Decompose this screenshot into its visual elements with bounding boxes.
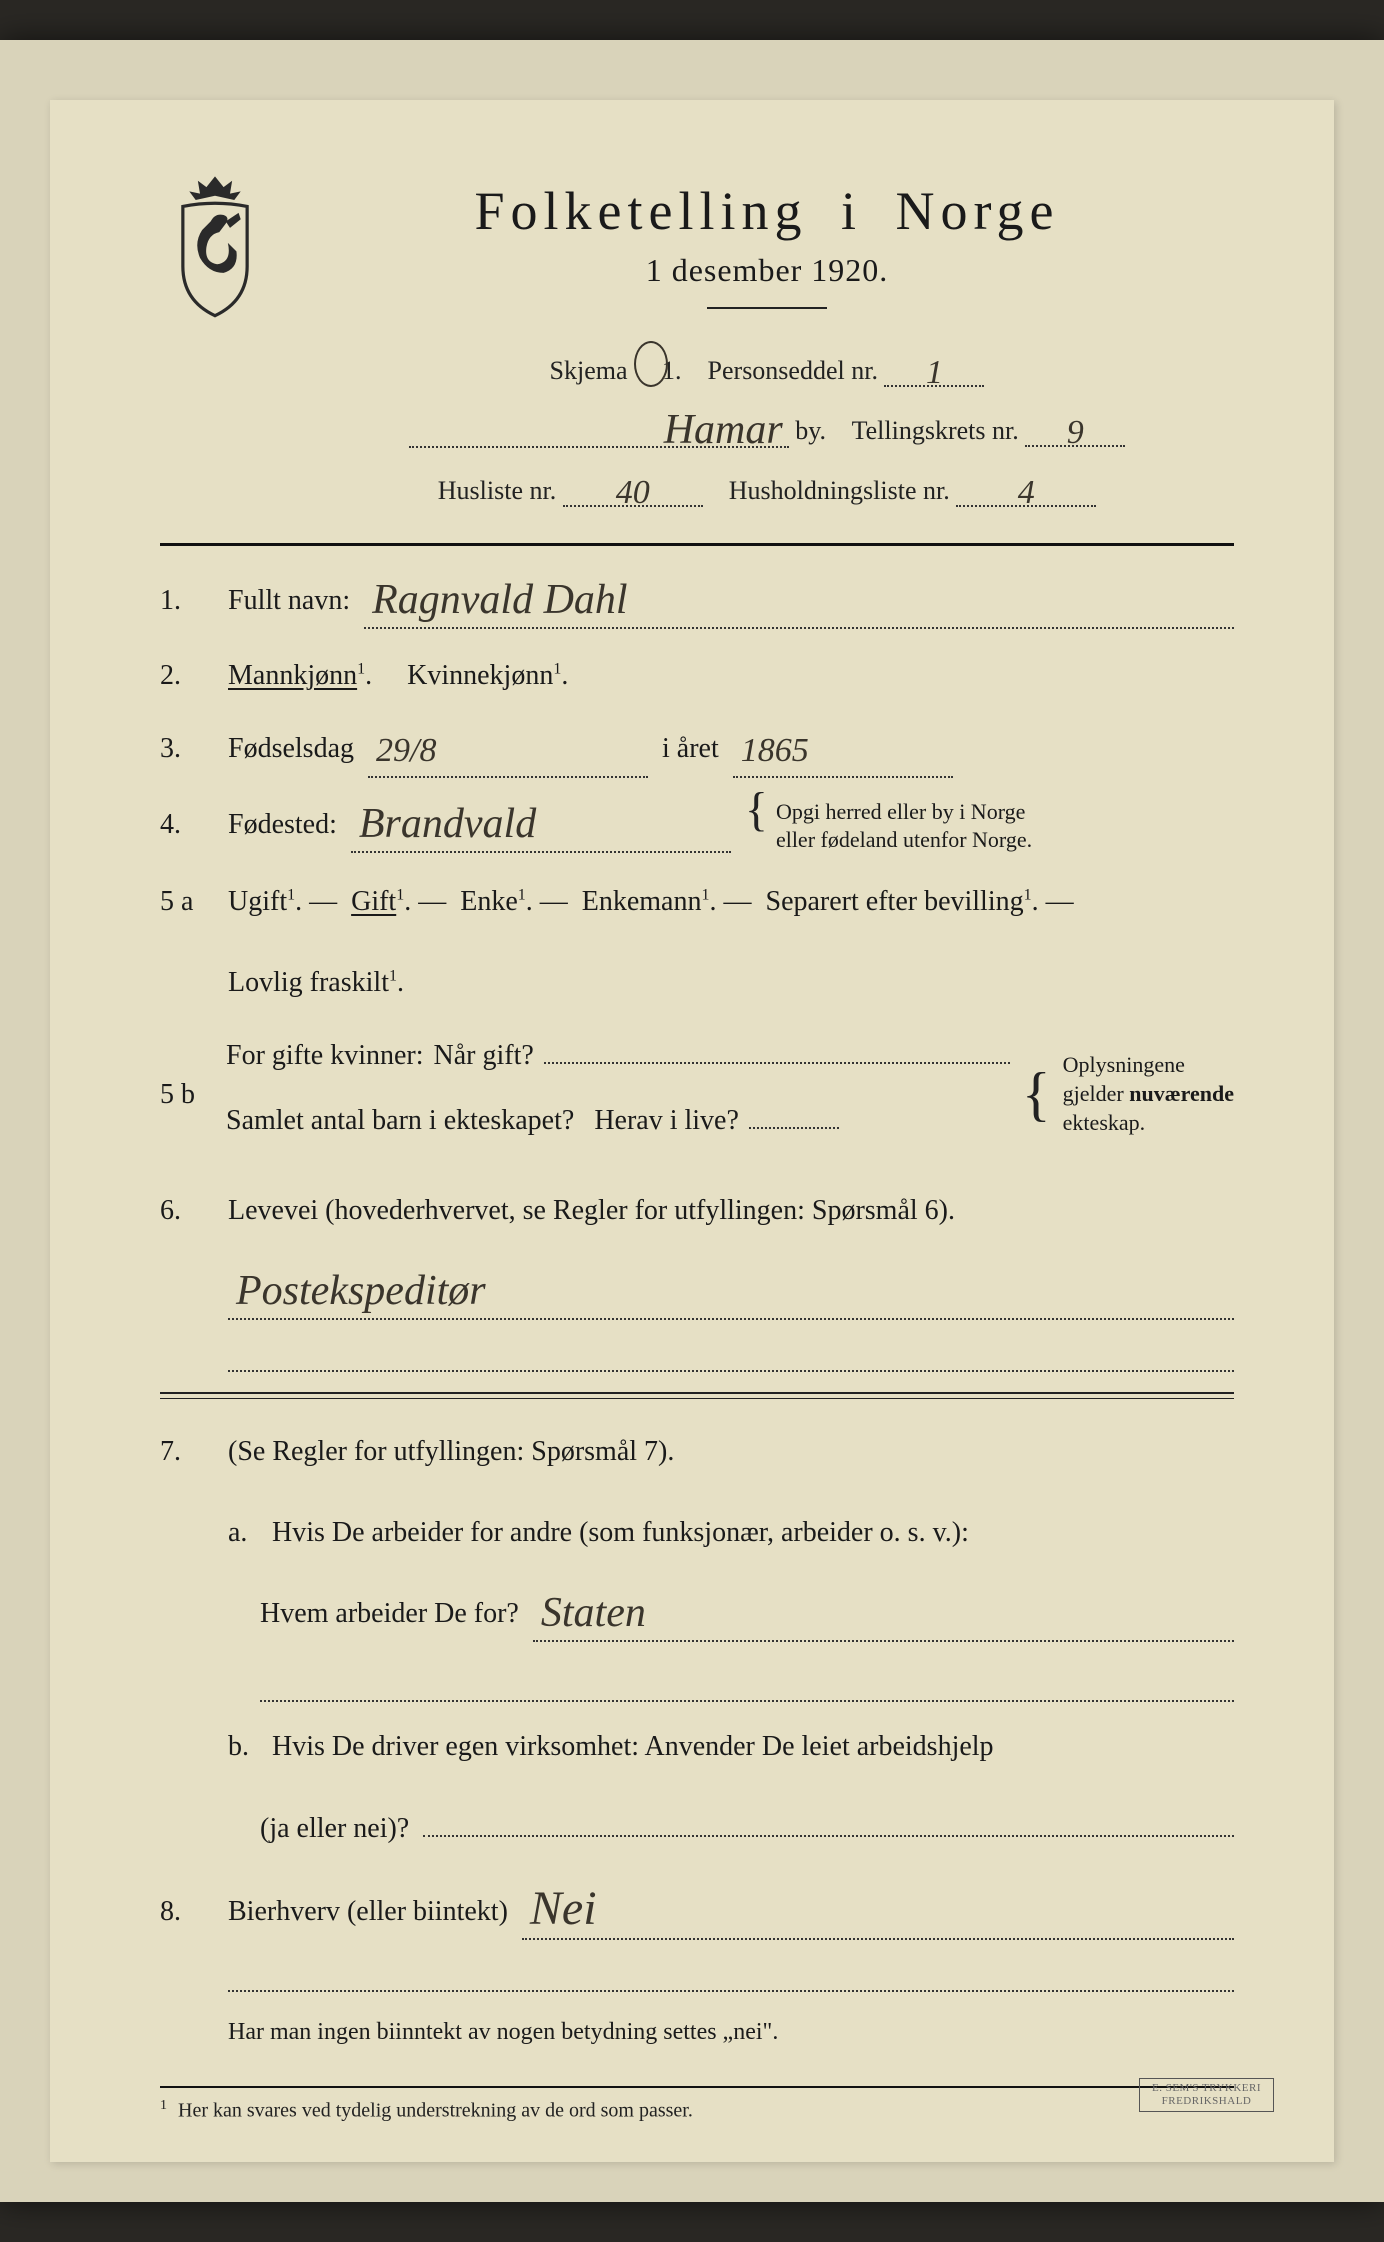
q5b-gift-value [544, 1030, 1010, 1064]
footnote: 1 Her kan svares ved tydelig understrekn… [160, 2098, 1234, 2123]
section-rule-2 [160, 1392, 1234, 1399]
husholdning-label: Husholdningsliste nr. [729, 476, 950, 505]
footnote-text: Her kan svares ved tydelig understreknin… [178, 2099, 693, 2121]
q7a-value: Staten [541, 1590, 646, 1636]
q2-row: 2. Mannkjønn1. Kvinnekjønn1. [160, 649, 1234, 702]
q5b-note: Oplysningene gjelder nuværende ekteskap. [1063, 1051, 1234, 1137]
q2-num: 2. [160, 649, 214, 702]
q5b-l2a: Samlet antal barn i ekteskapet? [226, 1094, 574, 1147]
q5a-opt-3: Enkemann1. — [582, 875, 752, 928]
q1-row: 1. Fullt navn: Ragnvald Dahl [160, 574, 1234, 629]
q5a-opt-2: Enke1. — [460, 875, 568, 928]
q7-num: 7. [160, 1425, 214, 1478]
meta-row-2: Hamar by. Tellingskrets nr. 9 [300, 405, 1234, 457]
q5a-opt-5: Lovlig fraskilt1. [228, 956, 404, 1009]
meta-row-3: Husliste nr. 40 Husholdningsliste nr. 4 [300, 465, 1234, 517]
q7b-text1: Hvis De driver egen virksomhet: Anvender… [272, 1720, 994, 1773]
q5a-opt-0: Ugift1. — [228, 875, 337, 928]
skjema-label: Skjema [550, 356, 628, 385]
q3-day: 29/8 [376, 732, 436, 769]
q7a-line2 [260, 1670, 1234, 1702]
q4-note: { Opgi herred eller by i Norge eller fød… [745, 798, 1032, 855]
q4-row: 4. Fødested: Brandvald { Opgi herred ell… [160, 798, 1234, 855]
q5b-l1a: For gifte kvinner: [226, 1029, 424, 1082]
q5b-live [749, 1127, 839, 1129]
q5b-l2b: Herav i live? [594, 1094, 739, 1147]
q7-label: (Se Regler for utfyllingen: Spørsmål 7). [228, 1425, 674, 1478]
q4-note-l2: eller fødeland utenfor Norge. [776, 827, 1032, 852]
title-rule [707, 307, 827, 309]
header: Folketelling i Norge 1 desember 1920. Sk… [160, 170, 1234, 527]
q7b-value [423, 1803, 1234, 1837]
q3-num: 3. [160, 722, 214, 775]
q1-num: 1. [160, 574, 214, 627]
q5b-note-l2a: gjelder [1063, 1081, 1124, 1106]
q5b-num: 5 b [160, 1068, 214, 1121]
skjema-number-circled [634, 341, 668, 387]
title-block: Folketelling i Norge 1 desember 1920. Sk… [300, 170, 1234, 527]
tellingskrets-label: Tellingskrets nr. [852, 416, 1019, 445]
meta-block: Skjema 1. Personseddel nr. 1 Hamar by. T… [300, 333, 1234, 517]
husliste-value: 40 [616, 474, 650, 511]
q7a-text1: Hvis De arbeider for andre (som funksjon… [272, 1506, 969, 1559]
q6-row: 6. Levevei (hovederhvervet, se Regler fo… [160, 1184, 1234, 1320]
q3-row: 3. Fødselsdag 29/8 i året 1865 [160, 722, 1234, 777]
field-list: 1. Fullt navn: Ragnvald Dahl 2. Mannkjøn… [160, 574, 1234, 2056]
q5b-note-l1: Oplysningene [1063, 1052, 1185, 1077]
q4-num: 4. [160, 798, 214, 851]
q5a-row: 5 a Ugift1. — Gift1. — Enke1. — Enkemann… [160, 875, 1234, 1009]
q5b-note-l2b: nuværende [1129, 1081, 1234, 1106]
q5a-num: 5 a [160, 875, 214, 928]
page-subtitle: 1 desember 1920. [300, 252, 1234, 289]
q5b-note-l3: ekteskap. [1063, 1110, 1145, 1135]
q3-label: Fødselsdag [228, 722, 354, 775]
coat-of-arms-icon [160, 170, 270, 320]
personseddel-label: Personseddel nr. [708, 356, 878, 385]
q7b-text2: (ja eller nei)? [260, 1802, 409, 1855]
q5b-row: 5 b For gifte kvinner: Når gift? Samlet … [228, 1029, 1234, 1159]
section-rule-1 [160, 543, 1234, 546]
q7a-text2: Hvem arbeider De for? [260, 1587, 519, 1640]
q8-label: Bierhverv (eller biintekt) [228, 1885, 508, 1938]
stamp-l2: FREDRIKSHALD [1162, 2095, 1252, 2107]
husliste-label: Husliste nr. [438, 476, 556, 505]
page-title: Folketelling i Norge [300, 180, 1234, 242]
q2-opt1: Mannkjønn1. [228, 649, 372, 702]
q5a-opt-4: Separert efter bevilling1. — [766, 875, 1074, 928]
stamp-l1: E. SEM'S TRYKKERI [1152, 2082, 1261, 2094]
by-label: by. [795, 416, 826, 445]
tellingskrets-value: 9 [1067, 414, 1084, 451]
brace-icon: { [1022, 1079, 1051, 1109]
meta-row-1: Skjema 1. Personseddel nr. 1 [550, 333, 985, 397]
q6-value: Postekspeditør [236, 1268, 486, 1314]
scan-background: Folketelling i Norge 1 desember 1920. Sk… [0, 40, 1384, 2202]
q6-line2 [228, 1340, 1234, 1372]
document-paper: Folketelling i Norge 1 desember 1920. Sk… [50, 100, 1334, 2162]
q2-opt2: Kvinnekjønn1. [407, 649, 568, 702]
q7a-letter: a. [228, 1506, 258, 1559]
q5a-opt-1: Gift1. — [351, 875, 446, 928]
q6-num: 6. [160, 1184, 214, 1237]
husholdning-value: 4 [1018, 474, 1035, 511]
by-value: Hamar [664, 407, 783, 453]
q4-value: Brandvald [359, 801, 536, 847]
q6-label: Levevei (hovederhvervet, se Regler for u… [228, 1184, 955, 1237]
footnote-rule [160, 2086, 1234, 2088]
q5b-l1b: Når gift? [434, 1029, 534, 1082]
printer-stamp: E. SEM'S TRYKKERI FREDRIKSHALD [1139, 2078, 1274, 2112]
q4-note-l1: Opgi herred eller by i Norge [776, 799, 1025, 824]
q8-value: Nei [530, 1882, 597, 1935]
personseddel-value: 1 [926, 354, 943, 391]
q1-value: Ragnvald Dahl [372, 577, 627, 623]
q7b-letter: b. [228, 1720, 258, 1773]
q4-label: Fødested: [228, 798, 337, 851]
q3-mid: i året [662, 722, 719, 775]
q1-label: Fullt navn: [228, 574, 350, 627]
q8-row: 8. Bierhverv (eller biintekt) Nei [160, 1883, 1234, 1940]
q8-line2 [228, 1960, 1234, 1992]
q8-num: 8. [160, 1885, 214, 1938]
q8-foot: Har man ingen biinntekt av nogen betydni… [228, 2010, 1234, 2056]
q7-block: 7. (Se Regler for utfyllingen: Spørsmål … [160, 1425, 1234, 1855]
q3-year: 1865 [741, 732, 809, 769]
